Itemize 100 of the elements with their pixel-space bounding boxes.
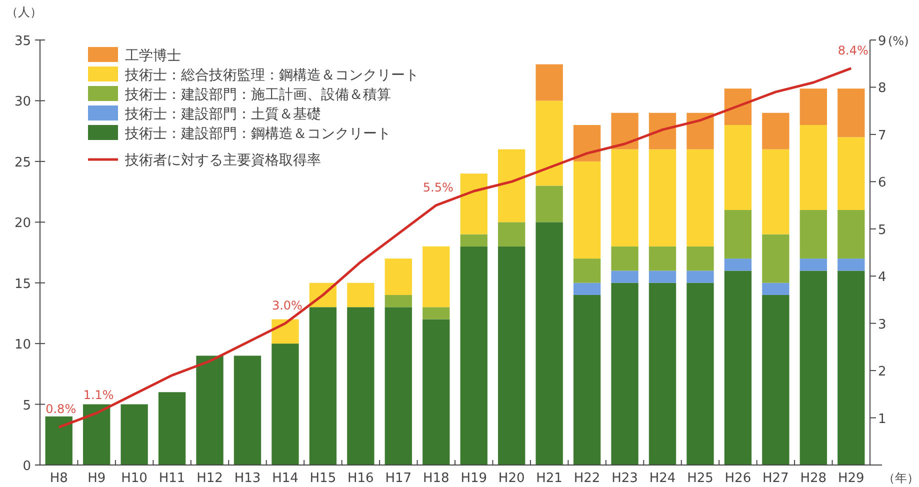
y2-tick-label: 6 (878, 176, 886, 191)
bar (611, 149, 638, 246)
y-tick-label: 30 (14, 94, 31, 110)
x-tick-label: H29 (838, 471, 864, 486)
x-tick-label: H23 (612, 471, 638, 486)
bar (45, 416, 72, 465)
bar (573, 125, 601, 162)
legend-label: 技術士：建設部門：土質＆基礎 (124, 106, 321, 122)
data-label: 3.0% (272, 298, 302, 312)
x-axis-title: （年） (883, 471, 919, 485)
bar (838, 270, 865, 465)
data-label: 8.4% (838, 43, 868, 58)
data-label: 1.1% (83, 388, 114, 402)
bar (724, 258, 752, 271)
x-tick-label: H15 (310, 471, 336, 486)
bar (762, 282, 790, 295)
bar (384, 307, 412, 465)
bar (573, 161, 601, 259)
bar (460, 246, 488, 465)
y-tick-label: 15 (14, 276, 31, 292)
bar (460, 234, 488, 246)
x-tick-label: H25 (687, 471, 714, 486)
bar (460, 174, 488, 234)
bar (838, 137, 865, 210)
bar (724, 88, 752, 125)
legend-label: 工学博士 (125, 48, 181, 64)
bar (422, 246, 450, 308)
bar (648, 246, 676, 271)
y-tick-label: 0 (22, 459, 31, 474)
y-tick-label: 20 (14, 216, 31, 232)
bar (724, 270, 752, 465)
y-tick-label: 35 (14, 34, 31, 49)
bar (536, 222, 563, 465)
bar (724, 125, 752, 210)
x-tick-label: H12 (196, 471, 223, 486)
x-tick-label: H9 (88, 471, 106, 486)
bar (498, 222, 526, 246)
bar (800, 258, 827, 271)
bar (498, 246, 526, 465)
bar (536, 186, 563, 222)
x-tick-label: H22 (574, 471, 600, 486)
bar (800, 88, 827, 125)
bar (422, 319, 450, 465)
bar (234, 356, 262, 465)
y2-tick-label: 3 (878, 317, 886, 332)
y2-tick-label: 1 (878, 412, 886, 427)
bar (762, 234, 790, 283)
bar (686, 149, 714, 246)
x-tick-label: H27 (762, 471, 789, 486)
legend-label: 技術士：建設部門：鋼構造＆コンクリート (124, 126, 391, 142)
bar (498, 149, 526, 222)
data-label: 5.5% (422, 180, 454, 194)
x-tick-label: H19 (460, 471, 488, 486)
y-tick-label: 25 (14, 155, 31, 170)
y2-tick-label: 8 (878, 81, 886, 96)
bar (686, 112, 714, 150)
x-tick-label: H20 (498, 471, 525, 486)
bar (422, 307, 450, 320)
y2-tick-label: 7 (878, 128, 886, 144)
y2-tick-label: 4 (878, 270, 886, 286)
bar (800, 210, 827, 259)
bar (648, 270, 676, 283)
x-tick-label: H28 (800, 471, 827, 486)
bar (648, 282, 676, 465)
y2-tick-label: 9 (878, 34, 886, 49)
y2-tick-label: 2 (878, 364, 886, 380)
bar (120, 404, 148, 465)
bar (686, 282, 714, 465)
bar (611, 112, 638, 150)
bar (686, 246, 714, 271)
bar (762, 295, 790, 465)
bar (272, 319, 299, 344)
legend-label: 技術者に対する主要資格取得率 (124, 152, 321, 168)
x-tick-label: H14 (272, 471, 298, 486)
bar (724, 210, 752, 259)
bar (838, 88, 865, 138)
x-tick-label: H21 (536, 471, 562, 486)
bar (648, 112, 676, 150)
bar (838, 210, 865, 259)
bar (347, 282, 374, 308)
y-axis-title: （人） (6, 5, 42, 19)
bar (611, 270, 638, 283)
bar (573, 282, 601, 295)
y2-tick-label: 5 (878, 222, 886, 238)
x-tick-label: H10 (121, 471, 148, 486)
bar (648, 149, 676, 246)
x-tick-label: H11 (158, 471, 186, 486)
bar (573, 295, 601, 465)
y2-axis-title: (%) (888, 34, 909, 48)
bar (573, 258, 601, 283)
legend-label: 技術士：総合技術監理：鋼構造＆コンクリート (124, 68, 419, 84)
bar (158, 392, 186, 465)
bar (536, 64, 563, 101)
data-label: 0.8% (46, 402, 76, 416)
bar (309, 307, 337, 465)
bar (762, 112, 790, 150)
x-tick-label: H8 (50, 471, 68, 486)
bar (347, 307, 374, 465)
y-tick-label: 5 (22, 398, 31, 414)
bar (611, 246, 638, 271)
